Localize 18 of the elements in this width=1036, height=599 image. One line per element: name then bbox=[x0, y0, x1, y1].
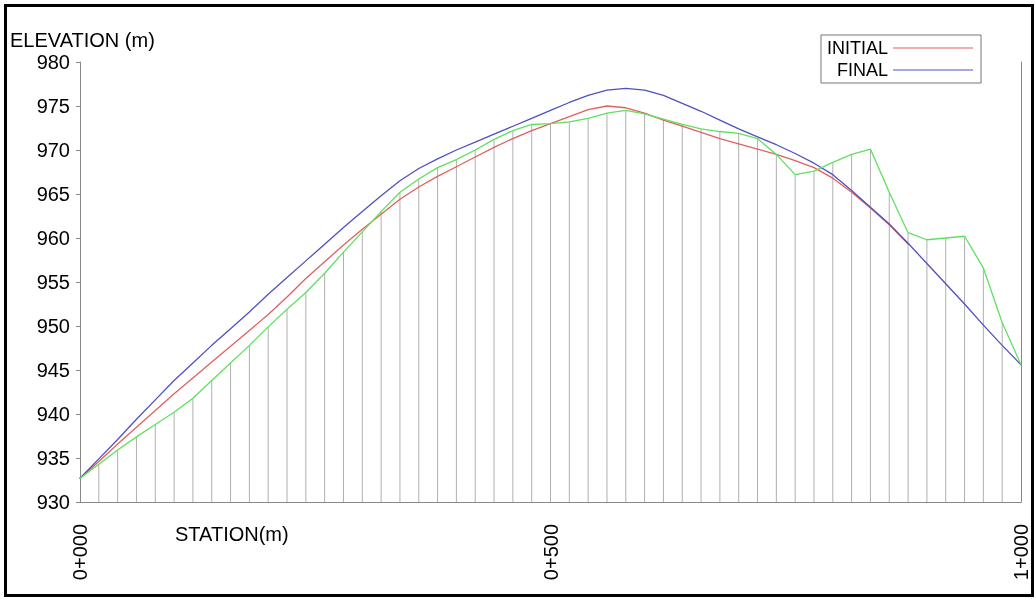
y-tick-label: 945 bbox=[36, 359, 70, 381]
x-tick-label: 0+500 bbox=[539, 524, 562, 581]
y-axis-title: ELEVATION (m) bbox=[10, 29, 155, 51]
y-tick-label: 960 bbox=[36, 227, 70, 249]
y-tick-label: 930 bbox=[36, 491, 70, 513]
x-tick-label: 0+000 bbox=[69, 524, 91, 581]
y-tick-label: 940 bbox=[36, 403, 70, 425]
y-tick-label: 935 bbox=[36, 447, 70, 469]
y-tick-label: 955 bbox=[36, 271, 70, 293]
y-tick-label: 965 bbox=[36, 183, 70, 205]
x-axis-title: STATION(m) bbox=[175, 523, 289, 545]
y-tick-label: 950 bbox=[36, 315, 70, 337]
x-tick-label: 1+000 bbox=[1010, 524, 1032, 581]
legend-label: FINAL bbox=[836, 60, 888, 80]
y-tick-label: 975 bbox=[36, 95, 70, 117]
y-tick-label: 980 bbox=[36, 51, 70, 73]
legend-label: INITIAL bbox=[826, 38, 888, 58]
y-tick-label: 970 bbox=[36, 139, 70, 161]
